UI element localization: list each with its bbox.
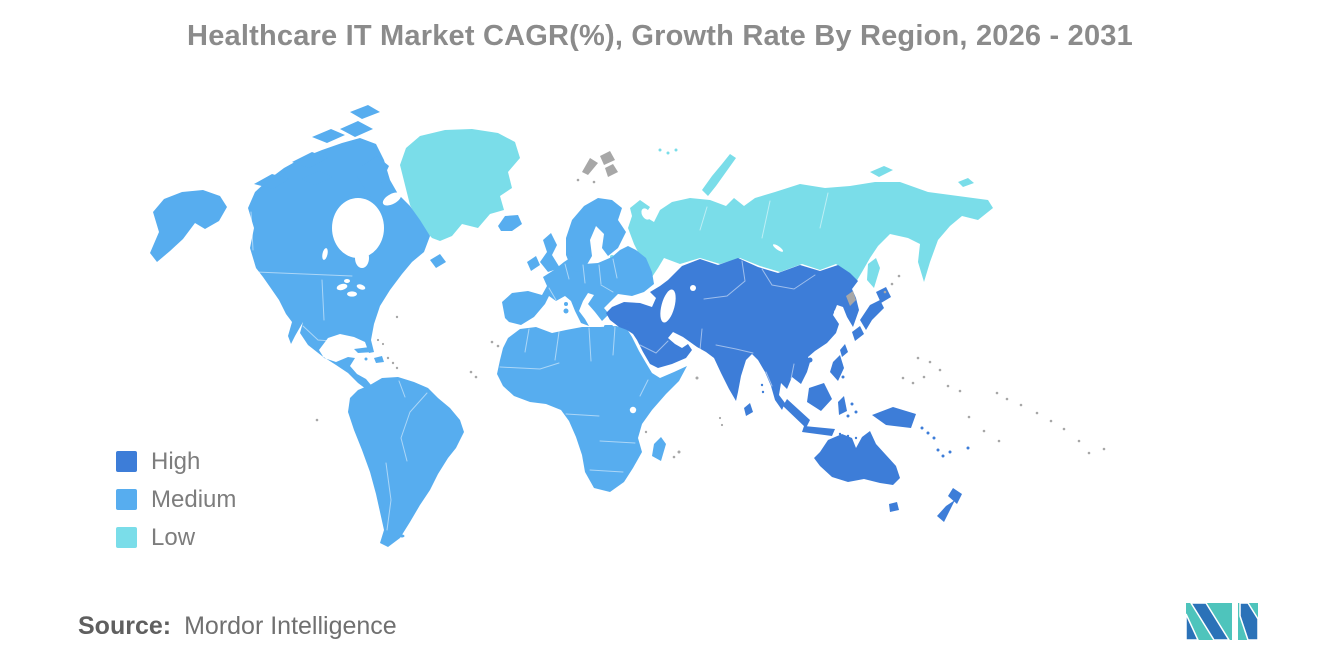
island-wrangel: [958, 178, 974, 187]
landmass-russia: [628, 182, 993, 290]
aral-sea: [690, 285, 696, 291]
great-lakes: [336, 283, 348, 291]
island-socotra: [695, 376, 699, 380]
island-kyushu: [852, 326, 864, 341]
islands-svalbard: [582, 151, 618, 177]
island-novaya-zemlya: [702, 154, 736, 196]
james-bay: [355, 248, 369, 268]
island-borneo: [807, 383, 832, 411]
island-hainan: [807, 357, 813, 363]
island-jamaica: [364, 357, 368, 361]
island-tasmania: [889, 502, 899, 512]
island-falkland: [399, 534, 405, 538]
island-nz-south: [937, 500, 955, 522]
landmass-alaska: [150, 190, 227, 262]
chart-title: Healthcare IT Market CAGR(%), Growth Rat…: [187, 20, 1133, 52]
island-honshu: [860, 300, 884, 330]
water-overlays: [322, 192, 842, 414]
island-nz-north: [948, 488, 962, 504]
island-hispaniola: [374, 356, 384, 363]
island-java: [802, 426, 835, 436]
region-layer-no-data: [315, 151, 1106, 459]
source-value: Mordor Intelligence: [184, 612, 397, 640]
legend-item-medium: Medium: [116, 486, 237, 513]
legend-swatch-medium: [116, 489, 137, 510]
legend-item-low: Low: [116, 524, 236, 551]
island-new-siberian: [870, 166, 893, 177]
island-madagascar: [652, 437, 666, 461]
lake-winnipeg: [322, 248, 328, 260]
arctic-islands: [254, 105, 389, 203]
lake-victoria: [629, 406, 637, 414]
white-sea: [641, 208, 651, 220]
legend: High Medium Low: [116, 448, 237, 551]
country-borders: [250, 192, 829, 531]
north-korea: [846, 291, 856, 306]
source-label: Source:: [78, 612, 172, 640]
landmass-denmark: [567, 238, 580, 258]
island-sulawesi: [838, 396, 847, 415]
island-corsica: [564, 302, 568, 306]
island-fiji: [966, 446, 970, 450]
persian-gulf: [670, 337, 684, 345]
landmass-scandinavia: [566, 198, 626, 272]
source-line: Source: Mordor Intelligence: [78, 612, 397, 641]
island-sumatra: [783, 399, 810, 428]
island-cyprus: [624, 320, 630, 323]
island-cuba: [354, 347, 374, 353]
landmass-australia: [814, 431, 900, 485]
lake-baikal: [772, 244, 784, 252]
island-new-guinea: [872, 407, 916, 428]
island-hokkaido: [876, 287, 891, 303]
bohai-sea: [834, 309, 842, 315]
legend-label-low: Low: [151, 524, 196, 551]
island-ireland: [527, 256, 540, 271]
islands-philippines: [830, 355, 844, 381]
caspian-sea: [660, 289, 676, 323]
landmass-europe: [502, 246, 654, 326]
legend-swatch-low: [116, 527, 137, 548]
landmass-south-america: [348, 377, 464, 547]
island-sri-lanka: [744, 403, 753, 416]
hudson-bay: [332, 198, 384, 258]
legend-label-medium: Medium: [151, 486, 237, 513]
legend-swatch-high: [116, 451, 137, 472]
island-newfoundland: [430, 254, 446, 268]
mordor-intelligence-logo: [1186, 602, 1258, 641]
island-sakhalin: [867, 258, 880, 288]
island-taiwan: [840, 344, 848, 357]
legend-item-high: High: [116, 448, 236, 475]
region-layer-low: [400, 129, 993, 290]
island-greenland: [400, 129, 520, 241]
island-sardinia: [563, 308, 569, 314]
island-iceland: [498, 215, 522, 231]
island-great-britain: [540, 233, 560, 272]
legend-label-high: High: [151, 448, 201, 475]
